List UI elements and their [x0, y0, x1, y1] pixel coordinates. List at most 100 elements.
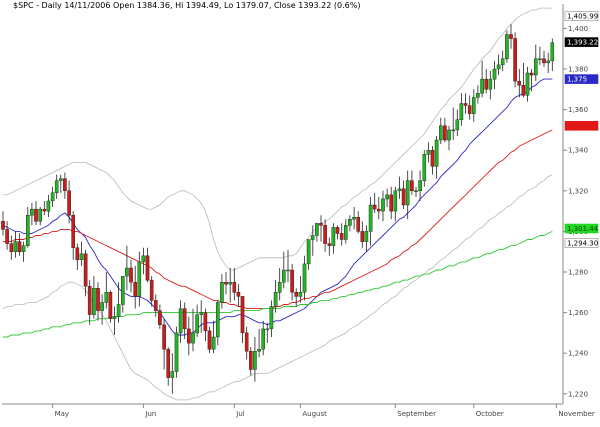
candle-body-down [232, 282, 237, 293]
ma50-line [3, 129, 553, 310]
x-tick-label: October [476, 410, 504, 418]
candle-body-down [517, 80, 521, 86]
axes: 1,2201,2401,2601,2801,3001,3201,3401,360… [2, 4, 595, 418]
price-tag-label: 1,375 [567, 76, 587, 84]
candle-body-up [422, 154, 427, 181]
candle-body-down [323, 225, 327, 244]
candle-body-up [195, 314, 199, 334]
candle-body-up [104, 292, 109, 303]
candle-body-down [133, 282, 138, 297]
candle-body-up [50, 192, 55, 202]
candle-body-down [96, 288, 100, 311]
candle-body-up [310, 235, 315, 240]
candle-body-down [401, 188, 406, 206]
candle-body-down [145, 255, 150, 281]
candle-body-up [273, 292, 278, 307]
candle-body-down [443, 125, 447, 141]
x-tick-label: September [397, 410, 436, 418]
candle-body-up [550, 42, 555, 62]
candle-body-down [207, 330, 212, 350]
candle-body-down [203, 312, 208, 332]
candle-body-up [381, 198, 385, 212]
candle-body-up [500, 58, 505, 66]
candle-body-up [282, 269, 286, 283]
candle-body-down [71, 214, 75, 248]
candle-body-down [529, 72, 534, 76]
candle-body-up [488, 78, 493, 90]
candle-body-down [339, 233, 344, 240]
candle-body-up [331, 227, 336, 246]
candle-body-up [418, 180, 422, 192]
x-tick-label: Jun [144, 410, 156, 418]
price-tag-box [564, 223, 599, 234]
price-tags: 1,405.99 1,393.22 1,375 1,352.03 1,301.44 1,2… [564, 11, 599, 248]
y-tick-label: 1,220 [568, 390, 588, 398]
candle-body-down [83, 253, 88, 287]
candle-body-down [182, 308, 187, 330]
candle-body-up [364, 231, 369, 242]
candle-body-down [153, 300, 158, 311]
candle-body-up [505, 34, 509, 60]
candle-body-up [112, 316, 117, 319]
candle-body-up [261, 328, 266, 350]
candle-body-down [63, 178, 67, 192]
x-tick-label: Jul [235, 410, 245, 418]
candle-body-up [92, 288, 96, 315]
candle-body-down [356, 216, 361, 232]
candle-body-up [538, 58, 542, 60]
candle-body-down [290, 269, 294, 293]
candle-body-up [546, 60, 550, 64]
candle-body-up [472, 97, 476, 114]
candle-body-down [9, 243, 14, 252]
y-tick-label: 1,280 [568, 269, 588, 277]
candle-body-up [178, 308, 183, 334]
candle-body-down [87, 286, 92, 315]
y-tick-label: 1,360 [568, 106, 588, 114]
candle-body-up [38, 208, 42, 222]
candle-body-up [447, 129, 451, 141]
candle-body-up [397, 188, 402, 192]
candle-body-down [377, 208, 381, 212]
candle-body-up [79, 253, 84, 260]
candle-body-up [525, 72, 530, 96]
candle-body-up [368, 204, 373, 232]
candle-body-up [286, 269, 290, 272]
candle-body-up [46, 200, 51, 212]
price-tag-label: 1,405.99 [567, 13, 598, 21]
candle-body-down [463, 103, 468, 106]
candle-body-up [141, 255, 146, 263]
candle-body-up [455, 119, 460, 131]
candle-body-down [521, 84, 526, 96]
candle-body-up [492, 68, 497, 80]
price-tag-box [564, 74, 599, 84]
candle-body-down [294, 292, 299, 297]
candle-body-up [426, 149, 431, 155]
candle-body-down [129, 267, 133, 283]
candle-body-up [211, 336, 216, 350]
candle-body-up [393, 190, 398, 212]
candle-body-down [224, 282, 228, 285]
candle-body-down [327, 243, 332, 246]
candle-body-up [170, 371, 175, 378]
candle-body-up [220, 282, 224, 303]
candle-body-down [467, 105, 472, 114]
chart-title: $SPC - Daily 14/11/2006 Open 1384.36, Hi… [13, 1, 360, 10]
candle-body-up [54, 180, 59, 194]
candle-body-up [451, 129, 456, 132]
candle-body-up [100, 302, 104, 311]
candle-body-up [215, 302, 220, 338]
candle-body-up [125, 267, 129, 277]
moving-averages [2, 78, 553, 338]
candle-body-up [228, 282, 233, 285]
candle-body-up [534, 58, 538, 76]
candle-body-down [542, 58, 546, 64]
candle-body-up [385, 194, 389, 200]
candle-body-down [513, 38, 517, 82]
candle-body-down [162, 324, 166, 350]
y-tick-label: 1,260 [568, 309, 588, 317]
candle-body-down [17, 241, 22, 253]
candle-body-up [302, 263, 307, 293]
candle-body-down [42, 208, 47, 212]
